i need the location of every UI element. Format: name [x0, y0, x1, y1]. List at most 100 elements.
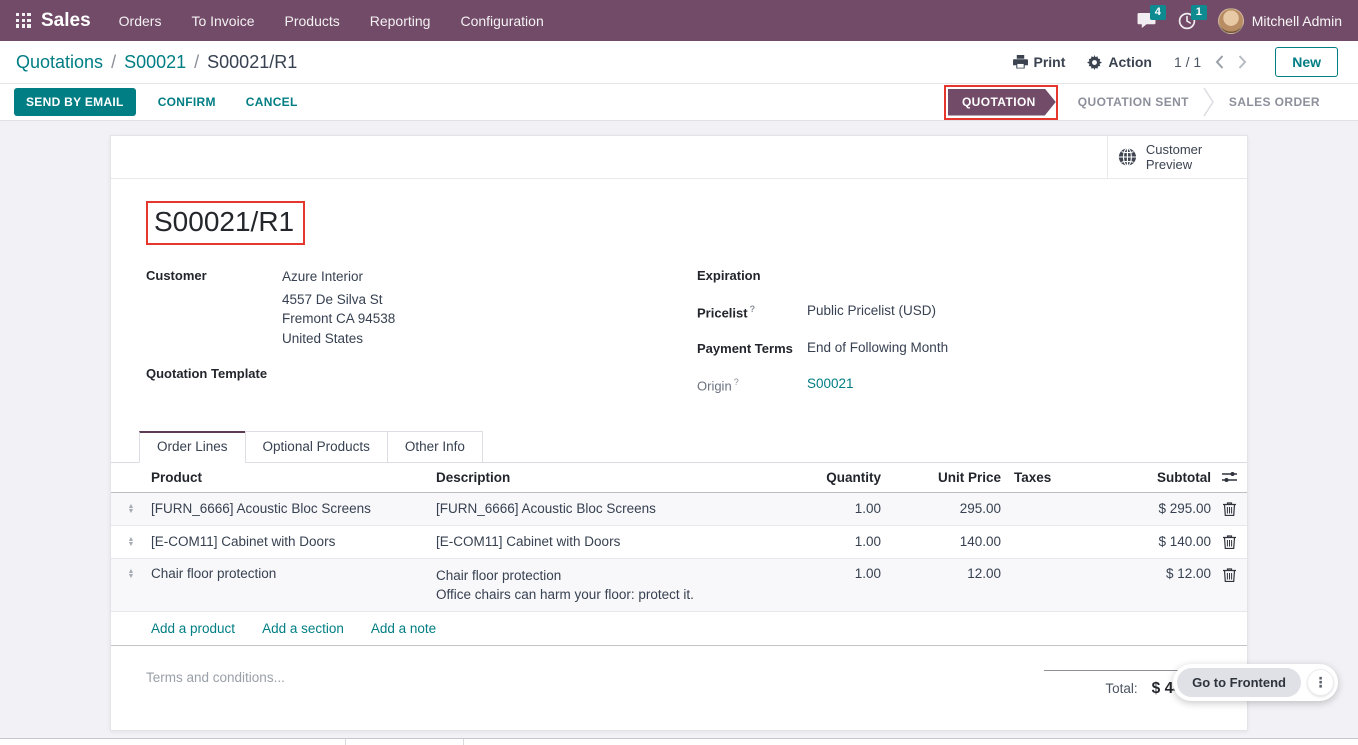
breadcrumb-separator: / [194, 51, 200, 72]
user-menu[interactable]: Mitchell Admin [1217, 7, 1342, 34]
customer-address-line: 4557 De Silva St [282, 291, 383, 307]
cell-quantity[interactable]: 1.00 [854, 534, 881, 550]
quotation-template-label: Quotation Template [146, 366, 268, 381]
confirm-button[interactable]: CONFIRM [157, 95, 216, 109]
cell-description[interactable]: Chair floor protection Office chairs can… [436, 567, 694, 602]
messages-badge: 4 [1149, 5, 1166, 20]
payment-terms-value[interactable]: End of Following Month [807, 340, 949, 356]
tab-optional-products[interactable]: Optional Products [244, 430, 388, 463]
add-a-section-link[interactable]: Add a section [262, 620, 344, 636]
add-a-note-link[interactable]: Add a note [370, 620, 437, 636]
quotation-form-card: Customer Preview S00021/R1 Customer Azur… [110, 135, 1248, 731]
col-header-description[interactable]: Description [436, 469, 511, 485]
quotation-title[interactable]: S00021/R1 [154, 206, 295, 237]
pricelist-hint: ? [749, 304, 756, 314]
status-steps: QUOTATION QUOTATION SENT SALES ORDER [943, 84, 1334, 120]
globe-icon [1118, 147, 1137, 167]
add-a-product-link[interactable]: Add a product [151, 620, 236, 636]
cell-product[interactable]: Chair floor protection [151, 565, 277, 581]
cell-description[interactable]: [FURN_6666] Acoustic Bloc Screens [436, 501, 656, 517]
nav-item-reporting[interactable]: Reporting [369, 12, 431, 29]
tab-other-info[interactable]: Other Info [386, 430, 483, 463]
cell-description[interactable]: [E-COM11] Cabinet with Doors [436, 534, 621, 550]
customer-address-line: United States [282, 330, 364, 346]
pricelist-label: Pricelist? [697, 304, 756, 321]
pager-next-icon[interactable] [1238, 55, 1247, 69]
cell-unit-price[interactable]: 140.00 [959, 534, 1001, 550]
cell-unit-price[interactable]: 295.00 [959, 501, 1001, 517]
breadcrumb-quotations[interactable]: Quotations [16, 51, 104, 72]
col-header-product[interactable]: Product [151, 469, 203, 485]
form-statusbar: SEND BY EMAIL CONFIRM CANCEL QUOTATION Q… [0, 84, 1358, 121]
col-header-unit-price[interactable]: Unit Price [937, 469, 1001, 485]
clipped-bottom-table [0, 738, 1358, 745]
print-button[interactable]: Print [1012, 54, 1065, 70]
customer-name[interactable]: Azure Interior [282, 269, 364, 284]
customer-preview-button[interactable]: Customer Preview [1107, 136, 1247, 178]
order-line-row[interactable]: ▲ ▼ [E-COM11] Cabinet with Doors [E-COM11… [111, 526, 1247, 559]
col-header-quantity[interactable]: Quantity [826, 469, 881, 485]
cancel-button[interactable]: CANCEL [245, 95, 298, 109]
pager-counter: 1 / 1 [1173, 54, 1202, 70]
action-label: Action [1108, 54, 1152, 70]
nav-item-orders[interactable]: Orders [118, 12, 162, 29]
delete-line-icon[interactable] [1211, 559, 1247, 582]
order-line-row[interactable]: ▲ ▼ Chair floor protection Chair floor pr… [111, 558, 1247, 612]
step-quotation-sent[interactable]: QUOTATION SENT [1077, 95, 1189, 109]
messages-icon[interactable]: 4 [1137, 5, 1166, 29]
table-add-links: Add a product Add a section Add a note [111, 612, 1247, 646]
drag-handle-icon[interactable]: ▲ ▼ [127, 567, 135, 580]
app-brand-sales[interactable]: Sales [41, 9, 91, 31]
action-button[interactable]: Action [1087, 54, 1152, 70]
pricelist-value[interactable]: Public Pricelist (USD) [807, 303, 937, 318]
new-button[interactable]: New [1275, 47, 1338, 77]
origin-link[interactable]: S00021 [807, 376, 854, 392]
go-to-frontend-button[interactable]: Go to Frontend [1177, 668, 1301, 697]
cell-unit-price[interactable]: 12.00 [967, 565, 1001, 581]
payment-terms-label: Payment Terms [697, 341, 793, 357]
step-quotation[interactable]: QUOTATION [948, 89, 1056, 116]
delete-line-icon[interactable] [1211, 535, 1247, 549]
col-header-subtotal[interactable]: Subtotal [1157, 469, 1211, 485]
control-panel: Quotations / S00021 / S00021/R1 Print Ac… [0, 41, 1358, 84]
nav-item-configuration[interactable]: Configuration [460, 12, 544, 29]
step-sales-order[interactable]: SALES ORDER [1228, 95, 1320, 109]
customer-address-line: Fremont CA 94538 [282, 311, 396, 326]
col-header-taxes[interactable]: Taxes [1014, 469, 1052, 485]
customer-preview-label: Customer Preview [1145, 142, 1203, 172]
cell-taxes[interactable] [1001, 559, 1081, 566]
more-options-dots-icon[interactable]: ⋮ [1307, 669, 1334, 696]
cell-quantity[interactable]: 1.00 [854, 501, 881, 517]
tab-order-lines[interactable]: Order Lines [139, 430, 246, 463]
apps-grid-icon[interactable] [16, 13, 31, 28]
nav-item-to-invoice[interactable]: To Invoice [191, 12, 255, 29]
main-content-area: Customer Preview S00021/R1 Customer Azur… [0, 121, 1358, 745]
nav-item-products[interactable]: Products [284, 12, 340, 29]
delete-line-icon[interactable] [1211, 502, 1247, 516]
cell-quantity[interactable]: 1.00 [854, 565, 881, 581]
activities-badge: 1 [1190, 4, 1207, 20]
terms-and-conditions-placeholder[interactable]: Terms and conditions... [146, 669, 285, 685]
pager-previous-icon[interactable] [1215, 55, 1224, 69]
send-by-email-button[interactable]: SEND BY EMAIL [14, 88, 136, 116]
user-avatar [1217, 7, 1244, 34]
activities-clock-icon[interactable]: 1 [1178, 4, 1207, 30]
cell-product[interactable]: [FURN_6666] Acoustic Bloc Screens [151, 501, 371, 517]
drag-handle-icon[interactable]: ▲ ▼ [127, 535, 135, 548]
annotation-red-box-title: S00021/R1 [146, 201, 306, 245]
drag-handle-icon[interactable]: ▲ ▼ [127, 502, 135, 515]
optional-columns-icon[interactable] [1211, 471, 1247, 483]
breadcrumb-separator: / [111, 51, 117, 72]
notebook-tabs: Order Lines Optional Products Other Info [111, 430, 1247, 463]
expiration-label: Expiration [697, 268, 761, 283]
breadcrumb-current: S00021/R1 [207, 51, 298, 72]
top-nav-bar: Sales Orders To Invoice Products Reporti… [0, 0, 1358, 41]
customer-value[interactable]: Azure Interior 4557 De Silva St Fremont … [282, 267, 395, 348]
order-line-row[interactable]: ▲ ▼ [FURN_6666] Acoustic Bloc Screens [FU… [111, 492, 1247, 526]
order-lines-header: Product Description Quantity Unit Price … [111, 463, 1247, 493]
total-label: Total: [1105, 680, 1138, 696]
cell-subtotal: $ 295.00 [1158, 501, 1211, 517]
breadcrumb-s00021[interactable]: S00021 [124, 51, 187, 72]
origin-hint: ? [733, 377, 739, 388]
cell-product[interactable]: [E-COM11] Cabinet with Doors [151, 534, 336, 550]
